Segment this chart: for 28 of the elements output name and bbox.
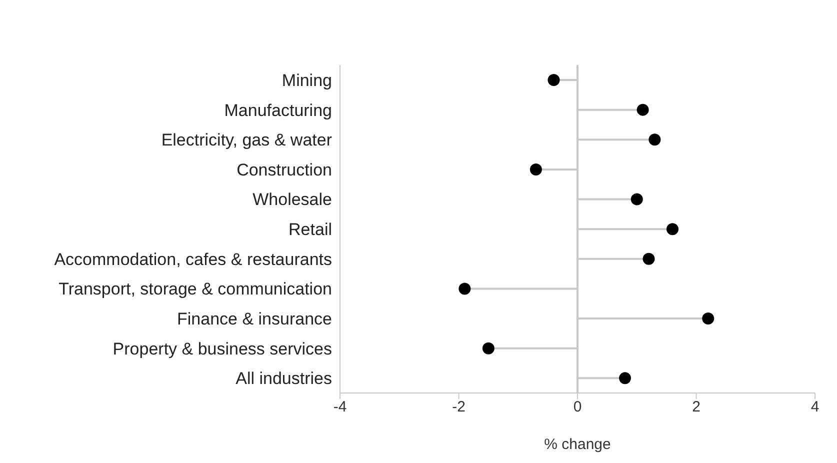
y-tick-label: Property & business services (112, 339, 332, 358)
x-tick-label: 4 (810, 398, 820, 416)
point (666, 223, 678, 236)
x-axis-title: % change (544, 436, 611, 453)
y-tick-label: Electricity, gas & water (161, 130, 332, 150)
x-tick-label: 0 (573, 398, 582, 416)
point (702, 312, 714, 325)
x-tick-label: -4 (333, 398, 347, 416)
y-tick-label: Wholesale (252, 190, 332, 210)
point (619, 372, 631, 384)
y-tick-label: Construction (236, 160, 332, 180)
y-tick-label: Transport, storage & communication (58, 280, 332, 299)
x-tick-label: -2 (452, 398, 466, 416)
y-tick-label: Finance & insurance (177, 309, 332, 328)
y-tick-label: Accommodation, cafes & restaurants (54, 250, 332, 269)
y-tick-label: Retail (288, 220, 332, 240)
point (636, 104, 649, 116)
point (548, 74, 560, 86)
y-tick-label: Mining (282, 70, 332, 90)
point (630, 193, 643, 206)
point (530, 163, 542, 176)
point (482, 342, 494, 354)
y-tick-label: Manufacturing (224, 100, 332, 120)
point (642, 252, 655, 265)
x-tick-label: 2 (692, 398, 700, 416)
point (648, 134, 661, 146)
y-tick-label: All industries (236, 369, 332, 388)
point (458, 282, 471, 295)
